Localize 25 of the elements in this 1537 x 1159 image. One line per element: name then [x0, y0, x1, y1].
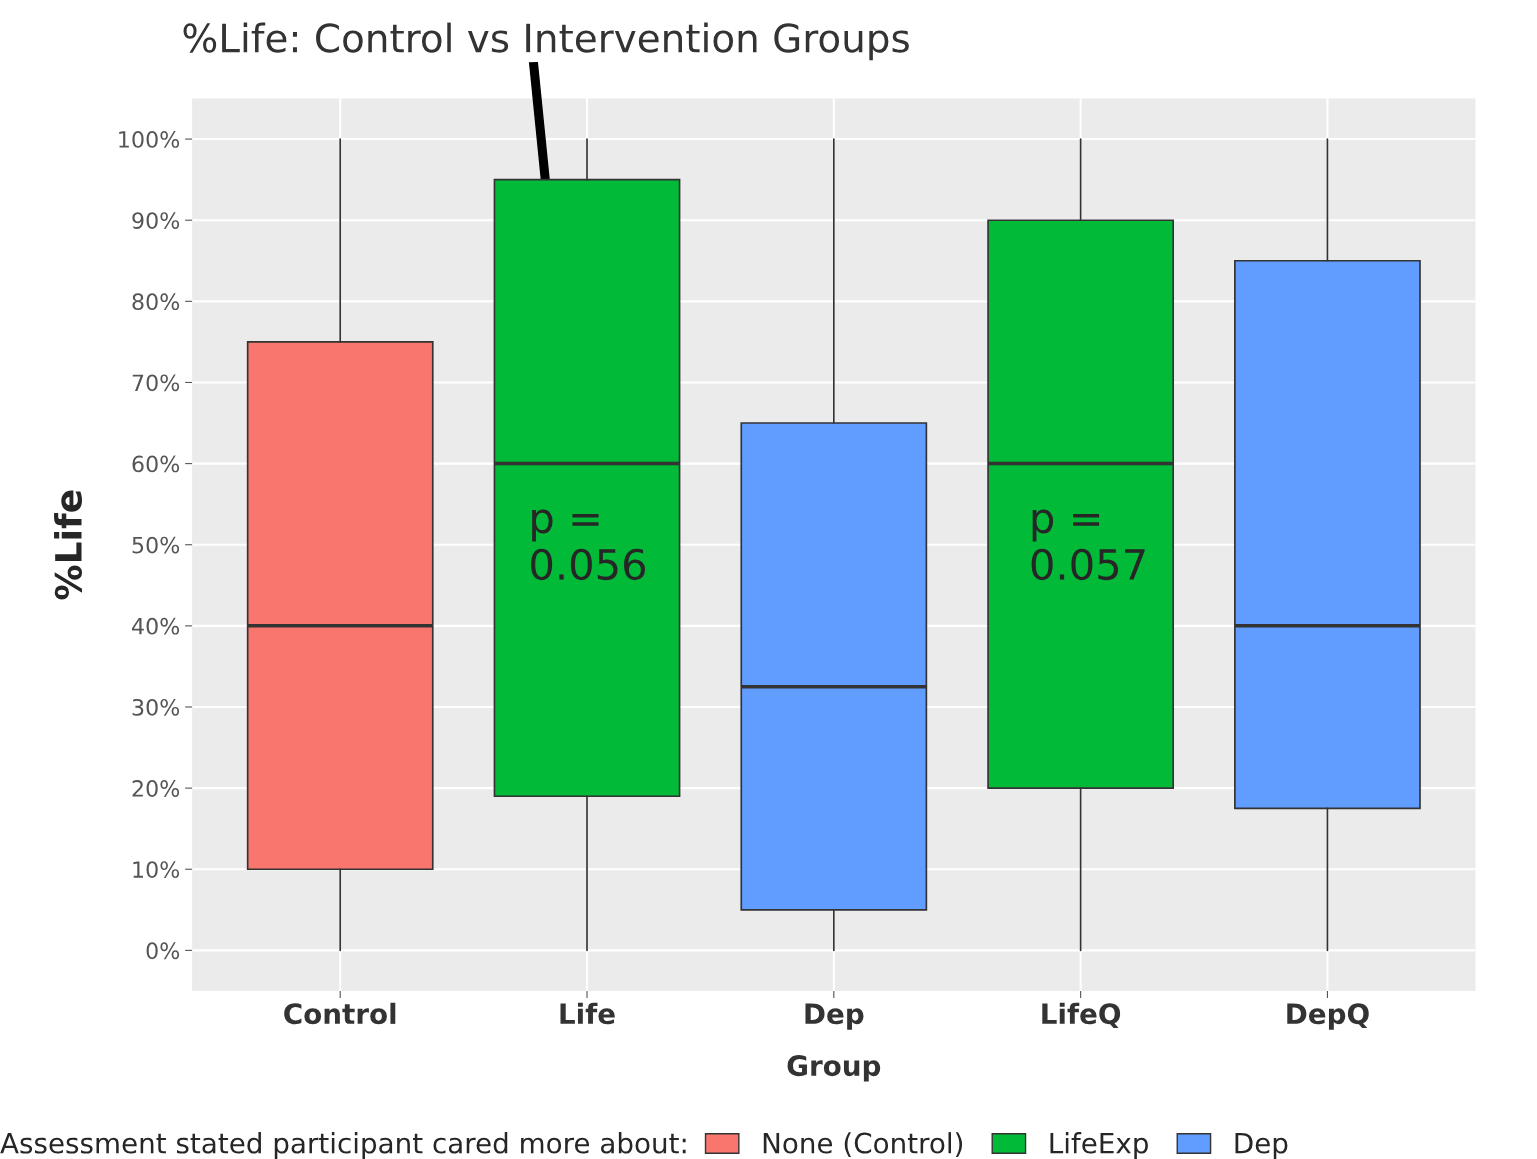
y-tick-label: 10%: [133, 861, 180, 879]
legend-title: Assessment stated participant cared more about:: [0, 1132, 686, 1159]
y-axis-title: %Life: [54, 490, 83, 600]
y-tick-label: 50%: [132, 536, 180, 554]
y-tick-label: 40%: [132, 617, 180, 635]
y-tick-label: 0%: [146, 942, 180, 960]
annotation: p = 0.056: [531, 509, 646, 581]
legend-label: LifeExp: [1050, 1132, 1148, 1159]
chart-title: %Life: Control vs Intervention Groups: [183, 22, 909, 61]
x-tick-label: Control: [284, 1002, 396, 1025]
y-tick-label: 90%: [132, 212, 180, 229]
annotation: p = 0.057: [1031, 509, 1145, 581]
legend-label: None (Control): [763, 1132, 963, 1157]
y-tick-label: 30%: [132, 698, 180, 716]
y-tick-label: 80%: [132, 293, 180, 311]
x-axis-title: Group: [787, 1055, 881, 1082]
x-tick-label: LifeQ: [1042, 1002, 1121, 1028]
x-tick-label: Life: [560, 1002, 615, 1025]
y-tick-label: 70%: [132, 374, 180, 392]
legend-label: Dep: [1235, 1132, 1288, 1159]
y-tick-label: 20%: [132, 780, 180, 797]
x-tick-label: Dep: [805, 1003, 864, 1030]
y-tick-label: 60%: [132, 455, 180, 473]
y-tick-label: 100%: [119, 131, 180, 148]
x-tick-label: DepQ: [1287, 1003, 1369, 1030]
